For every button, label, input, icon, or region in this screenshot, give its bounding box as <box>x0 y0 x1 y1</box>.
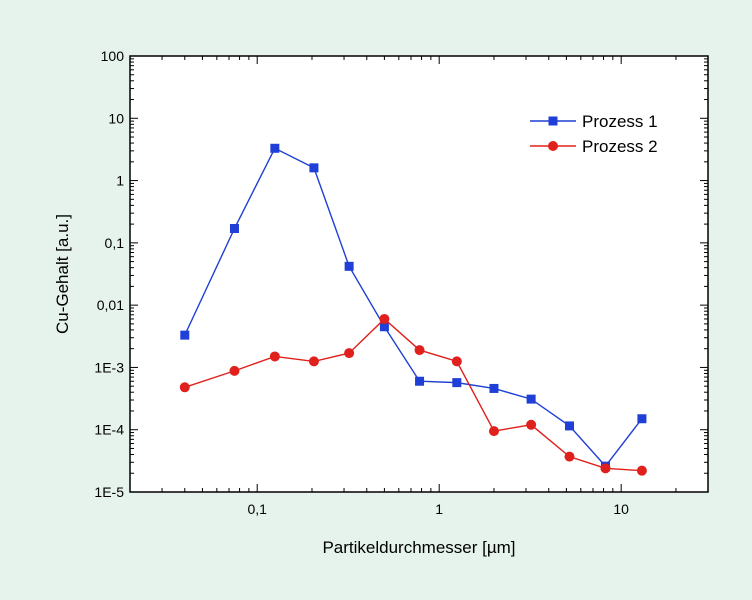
legend-item: Prozess 2 <box>530 137 658 156</box>
y-tick-label: 1E-4 <box>94 422 124 438</box>
data-point <box>180 330 190 340</box>
data-point <box>488 426 499 437</box>
data-point <box>600 463 611 474</box>
data-point <box>379 313 390 324</box>
data-point <box>269 351 280 362</box>
y-tick-label: 10 <box>108 110 124 126</box>
data-point <box>526 394 536 404</box>
data-point <box>179 382 190 393</box>
legend-marker <box>548 141 558 151</box>
y-tick-label: 1 <box>116 173 124 189</box>
y-tick-label: 0,01 <box>97 297 124 313</box>
legend-label: Prozess 1 <box>582 112 658 131</box>
x-tick-label: 10 <box>613 501 629 517</box>
series-2 <box>179 313 647 476</box>
data-point <box>415 376 425 386</box>
data-point <box>564 421 574 431</box>
plot-area <box>129 55 709 493</box>
x-tick-label: 0,1 <box>247 501 267 517</box>
y-axis-title: Cu-Gehalt [a.u.] <box>53 214 72 334</box>
data-point <box>308 356 319 367</box>
legend-item: Prozess 1 <box>530 112 658 131</box>
data-point <box>414 345 425 356</box>
y-tick-label: 1E-3 <box>94 359 124 375</box>
legend-marker <box>548 116 558 126</box>
axis-tick-labels: 100 10 1 0,1 0,01 1E-3 1E-4 1E-5 0,1 1 10 <box>94 48 629 517</box>
y-tick-label: 100 <box>101 48 125 64</box>
data-point <box>636 465 647 476</box>
data-point <box>637 414 647 424</box>
data-point <box>344 348 355 359</box>
data-point <box>270 143 280 153</box>
data-point <box>344 261 354 271</box>
data-point <box>489 383 499 393</box>
legend-label: Prozess 2 <box>582 137 658 156</box>
data-point <box>452 378 462 388</box>
x-axis-title: Partikeldurchmesser [µm] <box>322 538 515 557</box>
y-tick-label: 0,1 <box>105 235 125 251</box>
data-point <box>229 224 239 234</box>
y-tick-label: 1E-5 <box>94 484 124 500</box>
data-point <box>229 365 240 376</box>
data-point <box>564 451 575 462</box>
legend: Prozess 1 Prozess 2 <box>530 112 658 156</box>
series-layer <box>179 143 647 476</box>
data-point <box>451 356 462 367</box>
x-tick-label: 1 <box>435 501 443 517</box>
data-point <box>526 419 537 430</box>
series-1 <box>180 143 647 471</box>
data-point <box>379 322 389 332</box>
axis-ticks <box>129 55 709 493</box>
data-point <box>309 163 319 173</box>
